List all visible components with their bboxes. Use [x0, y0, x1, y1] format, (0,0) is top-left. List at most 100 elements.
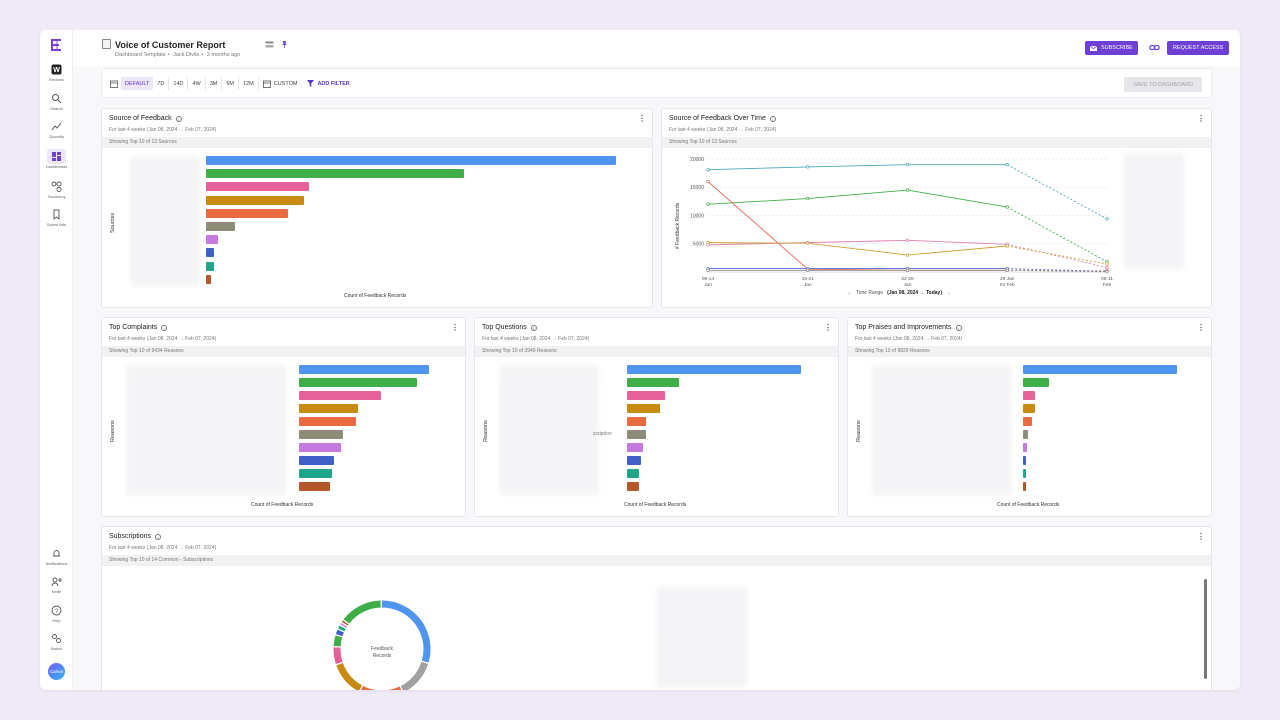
sidebar-item-invite[interactable]: Invite [40, 576, 73, 594]
bar-5[interactable] [206, 208, 288, 218]
subscribe-button[interactable]: SUBSCRIBE [1085, 41, 1138, 55]
avatar[interactable]: Canva [48, 663, 65, 680]
bar-1[interactable] [627, 365, 801, 374]
bar-9[interactable] [627, 469, 640, 478]
donut-slice-11[interactable] [343, 600, 381, 624]
card-menu-icon[interactable]: ⋮ [1197, 532, 1205, 541]
bar-5[interactable] [627, 417, 647, 426]
donut-slice-2[interactable] [400, 661, 429, 690]
card-menu-icon[interactable]: ⋮ [1197, 114, 1205, 123]
sidebar-item-dashboards[interactable]: Dashboards [40, 149, 73, 169]
sidebar-item-notifications[interactable]: Notifications [40, 548, 73, 566]
request-access-button[interactable]: REQUEST ACCESS [1167, 41, 1230, 55]
bar-6[interactable] [1023, 430, 1028, 439]
card-menu-icon[interactable]: ⋮ [638, 114, 646, 123]
range-12m[interactable]: 12M [238, 77, 258, 90]
bar-9[interactable] [299, 469, 332, 478]
save-to-dashboard-button[interactable]: SAVE TO DASHBOARD [1124, 77, 1202, 92]
range-default[interactable]: DEFAULT [121, 77, 154, 90]
bar-7[interactable] [206, 235, 219, 245]
link-icon[interactable] [1149, 43, 1160, 52]
sidebar-item-reviews[interactable]: W Reviews [40, 64, 73, 82]
sidebar-item-quantify[interactable]: Quantify [40, 121, 73, 139]
add-filter-button[interactable]: ADD FILTER [307, 80, 350, 87]
bar-9[interactable] [206, 261, 215, 271]
bar-8[interactable] [206, 248, 215, 258]
bar-3[interactable] [627, 391, 666, 400]
range-custom[interactable]: CUSTOM [257, 77, 302, 90]
sidebar-item-search[interactable]: Search [40, 93, 73, 111]
bar-7[interactable] [627, 443, 643, 452]
bar-10[interactable] [206, 274, 212, 284]
bar-9[interactable] [1023, 469, 1027, 478]
info-icon[interactable]: i [175, 115, 182, 122]
card-title-text: Top Praises and Improvements [855, 324, 952, 331]
bar-8[interactable] [299, 456, 335, 465]
bar-6[interactable] [206, 222, 235, 231]
bar-7[interactable] [1023, 443, 1027, 452]
card-menu-icon[interactable]: ⋮ [824, 323, 832, 332]
info-icon[interactable]: i [161, 324, 168, 331]
bar-10[interactable] [1023, 482, 1027, 491]
donut-slice-3[interactable] [361, 685, 402, 690]
bar-4[interactable] [206, 195, 305, 205]
card-showing-band: Showing Top 10 of 9829 Reasons [848, 346, 1211, 357]
bar-2[interactable] [627, 378, 680, 387]
next-arrow-icon[interactable]: → [946, 290, 951, 296]
range-6m[interactable]: 6M [221, 77, 238, 90]
bar-4[interactable] [299, 404, 358, 413]
bar-2[interactable] [206, 169, 465, 179]
calendar-icon[interactable] [110, 80, 118, 88]
donut-slice-8[interactable] [338, 625, 346, 632]
bar-5[interactable] [1023, 417, 1033, 426]
bar-2[interactable] [299, 378, 418, 387]
donut-slice-9[interactable] [340, 622, 347, 628]
prev-arrow-icon[interactable]: ← [847, 290, 852, 296]
sidebar-item-help[interactable]: ? Help [40, 605, 73, 623]
bar-8[interactable] [627, 456, 641, 465]
donut-slice-6[interactable] [333, 635, 343, 647]
info-icon[interactable]: i [530, 324, 537, 331]
bar-3[interactable] [1023, 391, 1036, 400]
card-menu-icon[interactable]: ⋮ [451, 323, 459, 332]
range-4w[interactable]: 4W [187, 77, 204, 90]
bar-10[interactable] [627, 482, 640, 491]
bar-3[interactable] [206, 182, 309, 192]
bar-2[interactable] [1023, 378, 1050, 387]
pin-icon[interactable] [281, 40, 288, 48]
sidebar-item-taxonomy[interactable]: Taxonomy [40, 181, 73, 199]
bar-7[interactable] [299, 443, 341, 452]
bar-3[interactable] [299, 391, 381, 400]
app-logo-icon[interactable] [50, 38, 63, 52]
range-7d[interactable]: 7D [157, 80, 165, 87]
range-3m[interactable]: 3M [204, 77, 222, 90]
range-14d[interactable]: 14D [168, 77, 187, 90]
sidebar-item-saved-lists[interactable]: Saved lists [40, 209, 73, 227]
bar-4[interactable] [627, 404, 661, 413]
bar-4[interactable] [1023, 404, 1036, 413]
template-icon[interactable] [265, 41, 274, 48]
bar-10[interactable] [299, 482, 331, 491]
donut-slice-4[interactable] [336, 662, 363, 690]
info-icon[interactable]: i [155, 533, 162, 540]
search-icon [52, 94, 62, 104]
bar-5[interactable] [299, 417, 357, 426]
card-menu-icon[interactable]: ⋮ [1197, 323, 1205, 332]
donut-slice-7[interactable] [335, 629, 344, 637]
range-selector: DEFAULT 7D 14D 4W 3M 6M 12M CUSTOM ADD F… [110, 77, 350, 90]
info-icon[interactable]: i [955, 324, 962, 331]
scrollbar[interactable] [1204, 579, 1207, 679]
series-point [905, 268, 910, 272]
bar-8[interactable] [1023, 456, 1027, 465]
bar-6[interactable] [627, 430, 647, 439]
donut-slice-5[interactable] [333, 647, 343, 664]
bar-6[interactable] [299, 430, 344, 439]
x-tick-label: 15-21 [802, 276, 815, 282]
donut-slice-1[interactable] [381, 600, 431, 663]
bar-1[interactable] [299, 365, 429, 374]
bar-1[interactable] [1023, 365, 1177, 374]
donut-slice-10[interactable] [341, 620, 349, 626]
bar-1[interactable] [206, 156, 616, 165]
info-icon[interactable]: i [769, 115, 776, 122]
sidebar-item-switch[interactable]: Switch [40, 633, 73, 651]
